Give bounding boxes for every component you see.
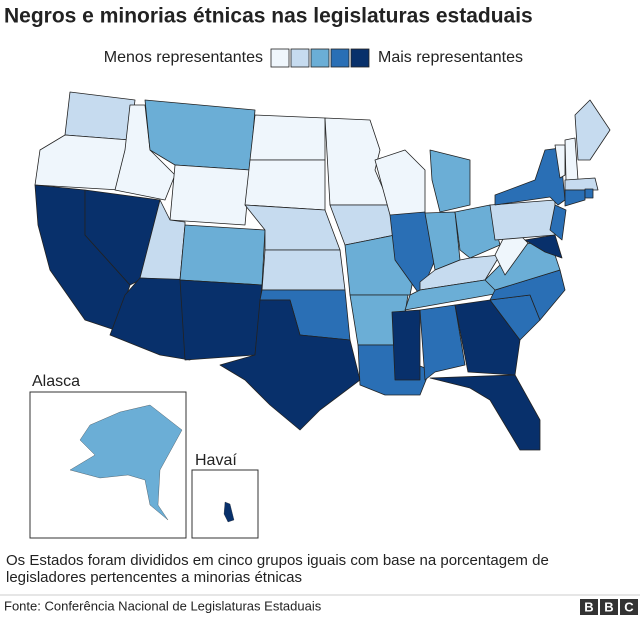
state bbox=[564, 137, 579, 181]
state bbox=[169, 164, 251, 226]
legend-swatch bbox=[270, 48, 290, 68]
logo-box bbox=[620, 599, 638, 615]
state bbox=[179, 224, 266, 286]
logo-letter: B bbox=[604, 599, 613, 614]
state bbox=[179, 279, 263, 361]
state bbox=[489, 199, 556, 241]
source: Fonte: Conferência Nacional de Legislatu… bbox=[4, 598, 322, 613]
state bbox=[249, 114, 326, 161]
state bbox=[219, 299, 361, 431]
state bbox=[114, 104, 176, 201]
legend-low: Menos representantes bbox=[104, 49, 263, 66]
legend-swatch bbox=[310, 48, 330, 68]
state bbox=[494, 147, 566, 206]
logo-letter: B bbox=[584, 599, 593, 614]
state bbox=[144, 99, 256, 171]
state bbox=[564, 177, 599, 191]
states bbox=[34, 91, 611, 451]
state bbox=[429, 149, 471, 213]
state bbox=[419, 304, 466, 381]
legend-swatch bbox=[290, 48, 310, 68]
note-box: Os Estados foram divididos em cinco grup… bbox=[6, 552, 549, 586]
state bbox=[34, 134, 131, 191]
inset-frame bbox=[29, 391, 187, 539]
note: Os Estados foram divididos em cinco grup… bbox=[6, 552, 549, 586]
state bbox=[244, 159, 326, 211]
state bbox=[549, 204, 567, 241]
state bbox=[564, 189, 586, 207]
legend-swatch bbox=[350, 48, 370, 68]
inset-label: Alasca bbox=[32, 373, 80, 390]
title: Negros e minorias étnicas nas legislatur… bbox=[4, 5, 533, 28]
state bbox=[84, 189, 161, 286]
state bbox=[574, 99, 611, 161]
logo-box bbox=[600, 599, 618, 615]
state bbox=[524, 234, 563, 259]
logo-letter: C bbox=[624, 599, 634, 614]
state bbox=[374, 149, 426, 216]
inset-frame bbox=[191, 469, 259, 539]
state bbox=[554, 144, 566, 179]
legend-high: Mais representantes bbox=[378, 49, 523, 66]
state bbox=[454, 204, 501, 259]
inset-label: Havaí bbox=[195, 452, 237, 469]
state bbox=[261, 249, 346, 291]
state bbox=[64, 91, 136, 141]
state bbox=[391, 309, 421, 381]
state bbox=[584, 188, 594, 199]
alaska-shape bbox=[69, 404, 183, 521]
logo-box bbox=[580, 599, 598, 615]
legend-swatches bbox=[270, 48, 370, 68]
legend-swatch bbox=[330, 48, 350, 68]
state bbox=[429, 374, 541, 451]
hawaii-shape bbox=[223, 501, 235, 523]
